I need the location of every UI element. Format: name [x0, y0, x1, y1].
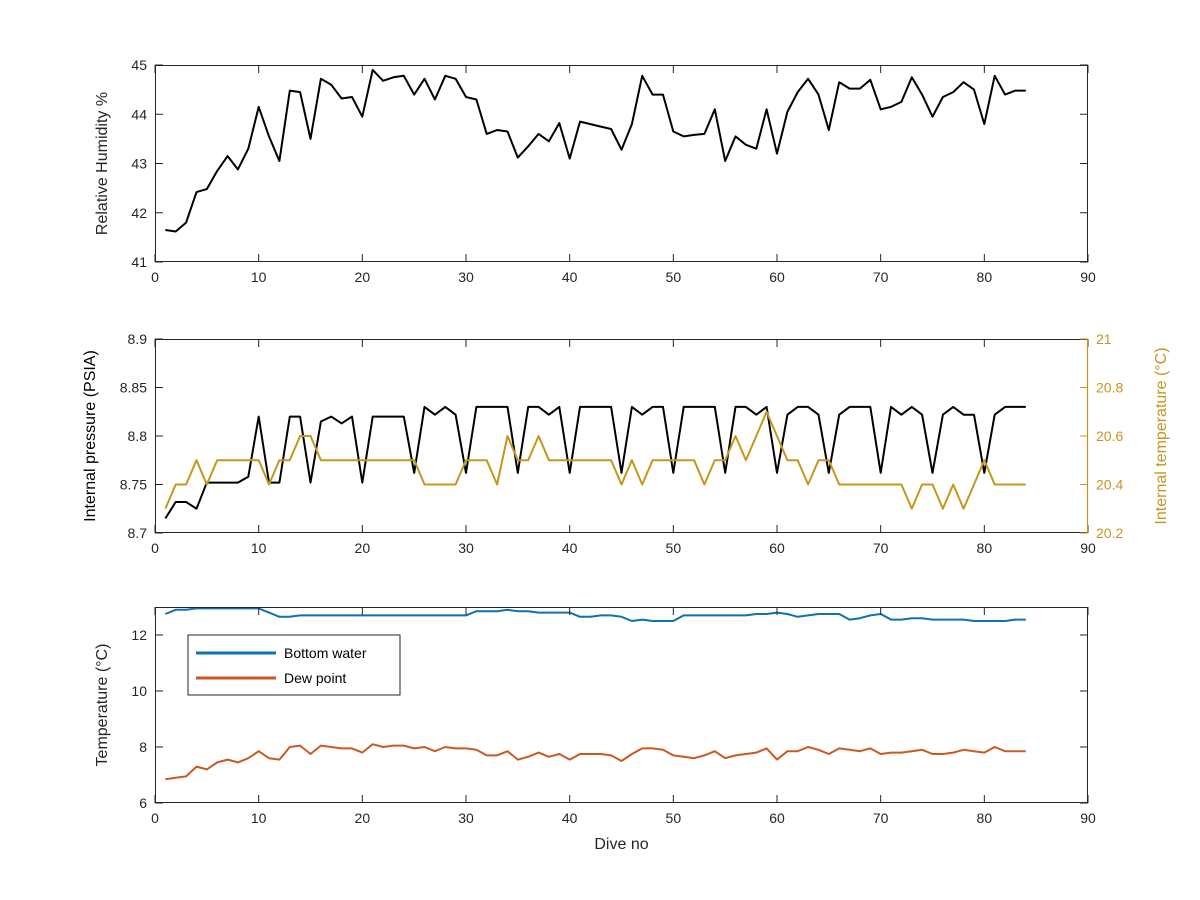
- y-tick-label: 10: [131, 683, 147, 699]
- x-tick-label: 60: [769, 540, 785, 556]
- x-tick-label: 90: [1080, 540, 1096, 556]
- series-line-temperature-bottom-water: [165, 607, 1026, 622]
- x-tick-label: 70: [873, 269, 889, 285]
- legend-label-bottom-water: Bottom water: [284, 645, 367, 661]
- x-tick-label: 10: [251, 269, 267, 285]
- y2-tick-label: 20.2: [1096, 525, 1123, 541]
- x-tick-label: 40: [562, 540, 578, 556]
- x-tick-label: 30: [458, 540, 474, 556]
- legend-box: [187, 634, 401, 696]
- panel-temperature: 0 10 20 30 40 50 60 70 80 90 6 8 10 12 Temperature (°C…: [94, 607, 1096, 853]
- axes-frame-temperature: [155, 607, 1088, 803]
- x-tick-label: 10: [251, 540, 267, 556]
- y-tick-label: 8: [139, 739, 147, 755]
- x-tick-label: 90: [1080, 269, 1096, 285]
- x-tick-label: 80: [977, 269, 993, 285]
- y-tick-label: 41: [131, 254, 147, 270]
- x-tick-label: 60: [769, 810, 785, 826]
- y-tick-label: 8.75: [120, 477, 147, 493]
- x-tick-label: 70: [873, 810, 889, 826]
- y-tick-label: 43: [131, 156, 147, 172]
- x-tick-label: 0: [151, 810, 159, 826]
- y2-tick-label: 21: [1096, 331, 1112, 347]
- y2-tick-label: 20.8: [1096, 380, 1123, 396]
- x-tick-label: 20: [355, 269, 371, 285]
- series-line-humidity-main-0: [165, 68, 1026, 233]
- x-tick-label: 60: [769, 269, 785, 285]
- series-line-temperature-dew-point: [165, 743, 1026, 781]
- legend-label-dew-point: Dew point: [284, 670, 346, 686]
- y-axis-label: Relative Humidity %: [94, 92, 111, 235]
- y-tick-label: 42: [131, 205, 147, 221]
- series-line-pressure-right-1: [164, 410, 1026, 510]
- y-tick-label: 8.9: [128, 331, 148, 347]
- panel-pressure: 0 10 20 30 40 50 60 70 80 90 8.7 8.75 8.8 8.85 8.9 20.2…: [82, 331, 1170, 556]
- legend: Bottom water Dew point: [187, 634, 401, 696]
- y-axis-label: Temperature (°C): [94, 644, 111, 767]
- x-tick-label: 80: [977, 540, 993, 556]
- x-tick-label: 70: [873, 540, 889, 556]
- series-line-pressure-left-0: [164, 405, 1026, 519]
- y-tick-label: 44: [131, 106, 147, 122]
- y-tick-label: 8.7: [128, 525, 148, 541]
- x-tick-label: 40: [562, 810, 578, 826]
- x-tick-label: 0: [151, 269, 159, 285]
- x-tick-label: 30: [458, 269, 474, 285]
- x-tick-label: 30: [458, 810, 474, 826]
- y2-axis-label: Internal temperature (°C): [1153, 347, 1170, 524]
- y2-tick-label: 20.4: [1096, 477, 1123, 493]
- axes-frame-pressure: [155, 339, 1088, 533]
- x-tick-label: 10: [251, 810, 267, 826]
- y-tick-label: 8.8: [128, 428, 148, 444]
- y-tick-label: 12: [131, 627, 147, 643]
- x-axis-label: Dive no: [594, 836, 648, 853]
- x-tick-label: 40: [562, 269, 578, 285]
- y2-tick-label: 20.6: [1096, 428, 1123, 444]
- y-tick-label: 8.85: [120, 380, 147, 396]
- x-tick-label: 20: [355, 540, 371, 556]
- x-tick-label: 50: [666, 810, 682, 826]
- y-tick-label: 6: [139, 795, 147, 811]
- x-tick-label: 90: [1080, 810, 1096, 826]
- x-tick-label: 80: [977, 810, 993, 826]
- x-tick-label: 0: [151, 540, 159, 556]
- x-tick-label: 50: [666, 540, 682, 556]
- panel-humidity: 0 10 20 30 40 50 60 70 80 90 41 42 43 44 45 Relative Hu…: [94, 57, 1096, 285]
- x-tick-label: 20: [355, 810, 371, 826]
- y-axis-label: Internal pressure (PSIA): [82, 350, 99, 522]
- y-tick-label: 45: [131, 57, 147, 73]
- x-tick-label: 50: [666, 269, 682, 285]
